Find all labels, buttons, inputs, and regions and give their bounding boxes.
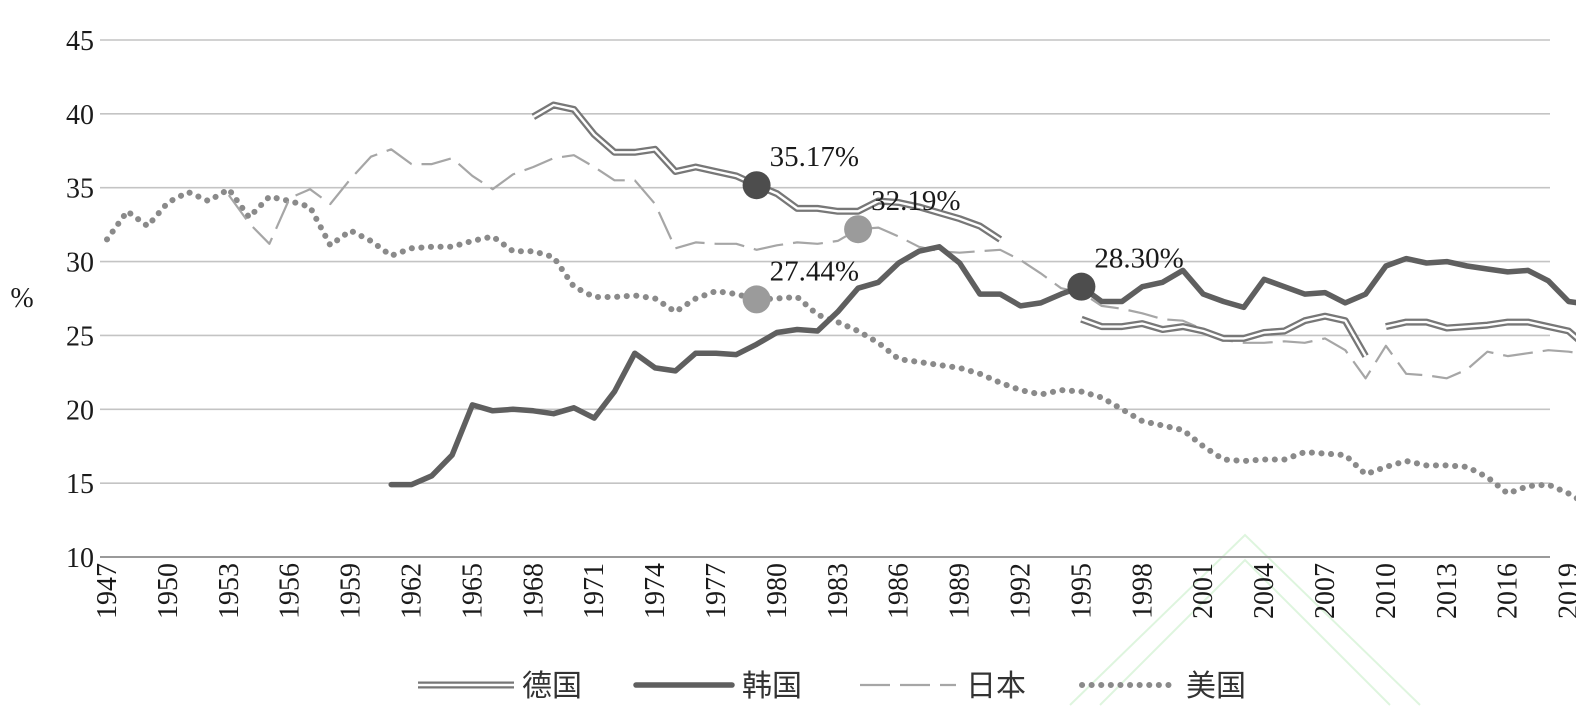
series-1 — [388, 244, 1576, 488]
x-tick-2007: 2007 — [1310, 563, 1341, 619]
x-tick-1983: 1983 — [823, 563, 854, 619]
x-tick-1950: 1950 — [153, 563, 184, 619]
x-tick-1962: 1962 — [397, 563, 428, 619]
x-tick-2019: 2019 — [1554, 563, 1576, 619]
y-gridlines — [100, 39, 1550, 558]
x-tick-2013: 2013 — [1432, 563, 1463, 619]
x-tick-1986: 1986 — [884, 563, 915, 619]
series-0-line-2-inner — [1385, 320, 1576, 340]
legend-label-0: 德国 — [522, 669, 582, 704]
series-2-line-0 — [227, 148, 1576, 380]
series-1-line-0 — [388, 244, 1576, 488]
x-tick-2016: 2016 — [1493, 563, 1524, 619]
x-tick-1995: 1995 — [1066, 563, 1097, 619]
y-tick-25: 25 — [66, 321, 94, 352]
annotation-marker-0 — [742, 171, 771, 200]
annotation-marker-3 — [1067, 272, 1096, 301]
legend-label-1: 韩国 — [742, 669, 802, 704]
y-tick-30: 30 — [66, 248, 94, 279]
x-tick-1989: 1989 — [945, 563, 976, 619]
x-tick-1992: 1992 — [1006, 563, 1037, 619]
y-tick-35: 35 — [66, 174, 94, 205]
y-tick-15: 15 — [66, 469, 94, 500]
watermark — [1069, 533, 1421, 706]
x-tick-1959: 1959 — [336, 563, 367, 619]
series-3 — [104, 186, 1576, 502]
x-tick-1953: 1953 — [214, 563, 245, 619]
legend-label-2: 日本 — [966, 669, 1026, 704]
annotations: 35.17% 32.19% 27.44% 28.30% — [742, 141, 1184, 314]
series-0-line-1-inner — [1080, 315, 1367, 357]
x-tick-2004: 2004 — [1249, 563, 1280, 619]
legend-item-3: 美国 — [1079, 669, 1246, 704]
legend: 德国 韩国 日本 美国 — [418, 669, 1246, 704]
y-tick-10: 10 — [66, 543, 94, 574]
y-tick-45: 45 — [66, 26, 94, 57]
annotation-label-0: 35.17% — [770, 141, 859, 173]
x-tick-2001: 2001 — [1188, 563, 1219, 619]
annotation-marker-2 — [742, 285, 771, 314]
series-lines — [104, 101, 1576, 502]
series-3-line-0 — [104, 186, 1576, 502]
x-tick-1956: 1956 — [275, 563, 306, 619]
legend-item-2: 日本 — [860, 669, 1026, 704]
series-2 — [227, 148, 1576, 380]
legend-item-0: 德国 — [418, 669, 582, 704]
annotation-label-1: 32.19% — [871, 185, 960, 217]
x-tick-1977: 1977 — [701, 563, 732, 619]
x-tick-1974: 1974 — [640, 563, 671, 619]
x-tick-1998: 1998 — [1127, 563, 1158, 619]
x-tick-1971: 1971 — [579, 563, 610, 619]
annotation-marker-1 — [844, 215, 873, 244]
x-tick-2010: 2010 — [1371, 563, 1402, 619]
annotation-label-3: 28.30% — [1094, 243, 1183, 275]
x-tick-1968: 1968 — [518, 563, 549, 619]
series-0 — [531, 101, 1576, 358]
legend-item-1: 韩国 — [633, 669, 802, 704]
x-tick-1965: 1965 — [457, 563, 488, 619]
legend-label-3: 美国 — [1186, 669, 1246, 704]
y-tick-20: 20 — [66, 395, 94, 426]
annotation-label-2: 27.44% — [770, 255, 859, 287]
x-tick-1947: 1947 — [92, 563, 123, 619]
y-tick-labels: 10 15 20 25 30 35 40 45 — [66, 26, 94, 574]
x-tick-1980: 1980 — [762, 563, 793, 619]
y-tick-40: 40 — [66, 100, 94, 131]
x-tick-labels: 1947 1950 1953 1956 1959 1962 1965 1968 1971 1974… — [92, 563, 1576, 619]
y-axis-label: % — [10, 283, 33, 314]
